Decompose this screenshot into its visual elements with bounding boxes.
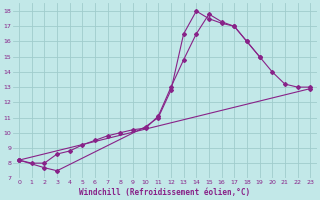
X-axis label: Windchill (Refroidissement éolien,°C): Windchill (Refroidissement éolien,°C): [79, 188, 250, 197]
